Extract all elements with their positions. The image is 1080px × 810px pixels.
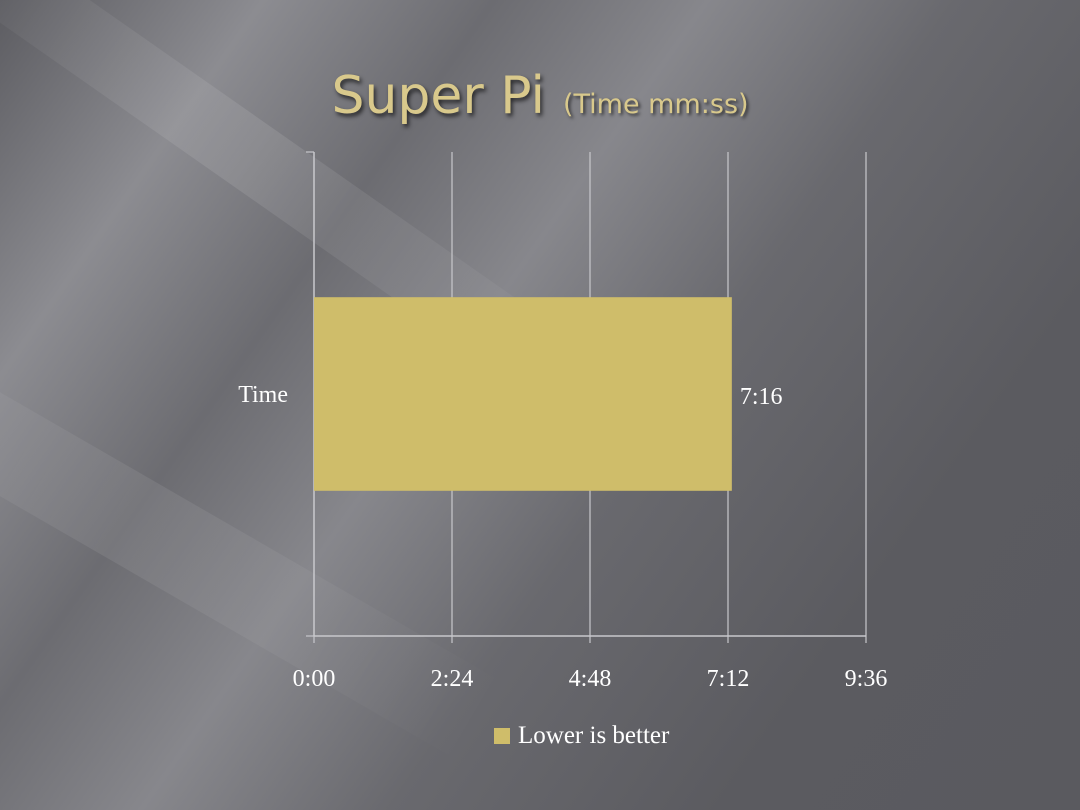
legend-label: Lower is better [518, 722, 670, 749]
legend-swatch [494, 728, 510, 744]
x-tick-label: 9:36 [845, 666, 888, 692]
chart-title: Super Pi [331, 66, 545, 126]
chart-subtitle: (Time mm:ss) [562, 89, 749, 120]
x-tick-label: 4:48 [569, 666, 612, 692]
category-label: Time [238, 382, 288, 408]
legend: Lower is better [494, 722, 669, 750]
slide-title: Super Pi (Time mm:ss) [0, 66, 1080, 126]
data-label: 7:16 [740, 384, 783, 410]
x-tick-label: 7:12 [707, 666, 750, 692]
x-tick-label: 2:24 [431, 666, 474, 692]
x-tick-label: 0:00 [293, 666, 336, 692]
bar [314, 297, 732, 491]
